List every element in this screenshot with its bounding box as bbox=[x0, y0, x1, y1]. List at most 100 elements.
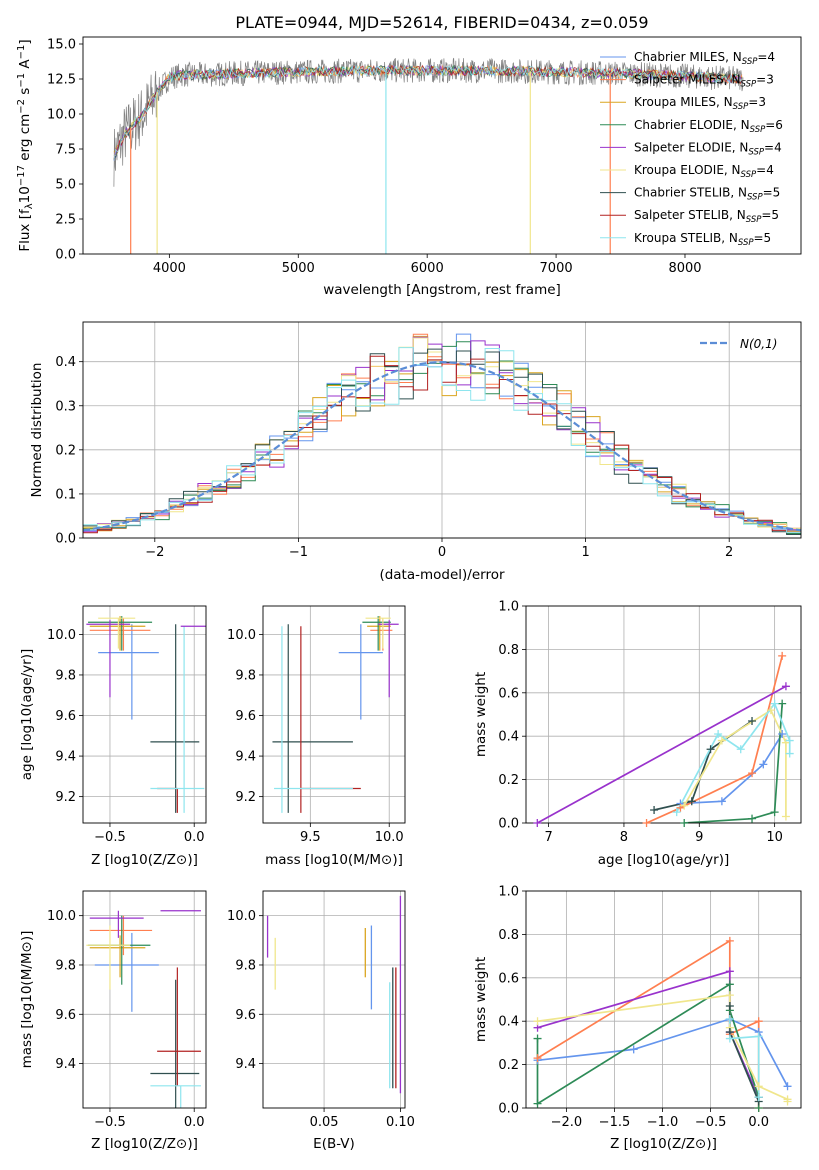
y-tick-label: 0.4 bbox=[498, 730, 519, 745]
series-marker bbox=[533, 1017, 542, 1026]
x-axis-label: (data-model)/error bbox=[379, 567, 505, 583]
y-label-part: λ bbox=[24, 203, 35, 209]
axes-frame bbox=[262, 605, 406, 824]
y-tick-label: 0.4 bbox=[55, 355, 76, 370]
y-label-part: 10 bbox=[17, 186, 33, 203]
series-marker bbox=[770, 699, 779, 708]
x-axis-label: mass [log10(M/M⊙)] bbox=[265, 852, 403, 868]
x-tick-label: −2 bbox=[145, 545, 164, 560]
series-marker bbox=[748, 769, 757, 778]
series-marker bbox=[533, 1099, 542, 1108]
y-tick-label: 9.6 bbox=[55, 709, 76, 724]
y-tick-label: 10.0 bbox=[47, 628, 76, 643]
legend-ssp-count: =5 bbox=[761, 208, 779, 222]
series-marker bbox=[672, 808, 681, 817]
legend-gaussian-label: N(0,1) bbox=[740, 337, 777, 351]
legend-label: Salpeter STELIB, NSSP=5 bbox=[634, 208, 779, 225]
panel-mass-vs-EBV: 0.05 0.10 9.4 9.6 9.8 10.0 E(B-V) bbox=[227, 890, 415, 1152]
panel-mass-weight-vs-Z: −2.0 −1.5 −1.0 −0.5 0.0 0.0 0.2 0.4 0.6 0.8 1.0 Z [… bbox=[473, 885, 802, 1152]
panel-age-vs-mass: 9.5 10.0 9.2 9.4 9.6 9.8 10.0 mass [log10(M/M⊙)… bbox=[227, 605, 406, 868]
plot-area bbox=[113, 57, 744, 254]
x-tick-label: −0.5 bbox=[94, 1115, 126, 1130]
x-axis-label: Z [log10(Z/Z⊙)] bbox=[610, 1136, 717, 1152]
spectrum-model-line bbox=[113, 64, 743, 161]
x-tick-label: 0.0 bbox=[184, 1115, 205, 1130]
series-marker bbox=[759, 760, 768, 769]
series-line bbox=[536, 982, 760, 1108]
legend-label: Salpeter MILES, NSSP=3 bbox=[634, 73, 774, 90]
series-marker bbox=[781, 682, 790, 691]
plot-area bbox=[272, 616, 399, 813]
y-tick-label: 9.4 bbox=[235, 1057, 256, 1072]
series-marker bbox=[785, 736, 794, 745]
series-marker bbox=[766, 706, 775, 715]
y-tick-label: 0.3 bbox=[55, 399, 76, 414]
x-tick-label: 2 bbox=[725, 545, 733, 560]
y-tick-label: 0.4 bbox=[498, 1015, 519, 1030]
y-label-part: ] bbox=[17, 39, 33, 44]
series-marker bbox=[533, 1054, 542, 1063]
legend-ssp-count: =5 bbox=[763, 186, 781, 200]
series-marker bbox=[754, 1082, 763, 1091]
x-axis-label: Z [log10(Z/Z⊙)] bbox=[91, 1136, 198, 1152]
legend-model-name: Chabrier STELIB, N bbox=[634, 186, 747, 200]
y-axis-label: Normed distribution bbox=[29, 363, 45, 498]
series-marker bbox=[714, 730, 723, 739]
y-tick-label: 1.0 bbox=[498, 885, 519, 900]
series-marker bbox=[783, 1097, 792, 1106]
series-marker bbox=[778, 699, 787, 708]
x-tick-label: −0.5 bbox=[94, 830, 126, 845]
y-tick-label: 9.6 bbox=[235, 1008, 256, 1023]
legend-ssp-count: =4 bbox=[757, 50, 775, 64]
y-tick-label: 9.8 bbox=[235, 668, 256, 683]
y-label-part: −1 bbox=[16, 45, 27, 60]
x-tick-label: 0.0 bbox=[184, 830, 205, 845]
x-tick-label: 7 bbox=[544, 830, 552, 845]
x-tick-label: −0.5 bbox=[695, 1115, 727, 1130]
x-tick-label: 0.05 bbox=[310, 1115, 339, 1130]
axes-frame bbox=[82, 605, 207, 824]
plot-area bbox=[266, 895, 402, 1094]
plot-area bbox=[86, 910, 201, 1108]
legend-ssp-sub: SSP bbox=[741, 170, 757, 180]
y-tick-label: 0.6 bbox=[498, 686, 519, 701]
series-marker bbox=[725, 1015, 734, 1024]
y-tick-label: 10.0 bbox=[227, 909, 256, 924]
legend-ssp-count: =4 bbox=[756, 163, 774, 177]
y-axis-label: mass weight bbox=[473, 957, 489, 1042]
legend-label: Kroupa MILES, NSSP=3 bbox=[634, 95, 766, 112]
series-marker bbox=[736, 745, 745, 754]
panel-age-vs-Z: −0.5 0.0 9.2 9.4 9.6 9.8 10.0 Z [log10(Z/Z⊙)] ag… bbox=[19, 605, 207, 868]
legend-model-name: Kroupa STELIB, N bbox=[634, 231, 738, 245]
y-tick-label: 10.0 bbox=[47, 909, 76, 924]
x-tick-label: 0.0 bbox=[748, 1115, 769, 1130]
legend-label: Chabrier STELIB, NSSP=5 bbox=[634, 186, 780, 203]
x-tick-label: −1 bbox=[289, 545, 308, 560]
legend-model-name: Chabrier MILES, N bbox=[634, 50, 742, 64]
series-marker bbox=[754, 1093, 763, 1102]
y-label-part: −17 bbox=[16, 165, 27, 186]
legend-model-name: Salpeter STELIB, N bbox=[634, 208, 746, 222]
y-tick-label: 0.6 bbox=[498, 971, 519, 986]
axes-frame bbox=[82, 890, 207, 1109]
plot-area bbox=[536, 655, 791, 823]
chart-title: PLATE=0944, MJD=52614, FIBERID=0434, z=0… bbox=[235, 13, 648, 32]
y-tick-label: 0.2 bbox=[498, 773, 519, 788]
series-marker bbox=[680, 801, 689, 810]
legend-ssp-sub: SSP bbox=[738, 238, 754, 248]
y-tick-label: 9.8 bbox=[55, 668, 76, 683]
x-axis-label: age [log10(age/yr)] bbox=[598, 852, 730, 868]
x-tick-label: 7000 bbox=[540, 261, 573, 276]
series-marker bbox=[725, 991, 734, 1000]
plot-area bbox=[83, 333, 801, 535]
x-tick-label: −1.5 bbox=[599, 1115, 631, 1130]
x-tick-label: 10.0 bbox=[375, 830, 404, 845]
y-label-part: A bbox=[17, 59, 33, 73]
spectrum-model-line bbox=[113, 64, 743, 160]
x-tick-label: −1.0 bbox=[647, 1115, 679, 1130]
y-tick-label: 2.5 bbox=[55, 213, 76, 228]
plot-area bbox=[86, 616, 206, 813]
panel-mass-weight-vs-age: 7 8 9 10 0.0 0.2 0.4 0.6 0.8 1.0 age [log10(age/yr… bbox=[473, 600, 802, 868]
y-tick-label: 0.0 bbox=[55, 248, 76, 263]
